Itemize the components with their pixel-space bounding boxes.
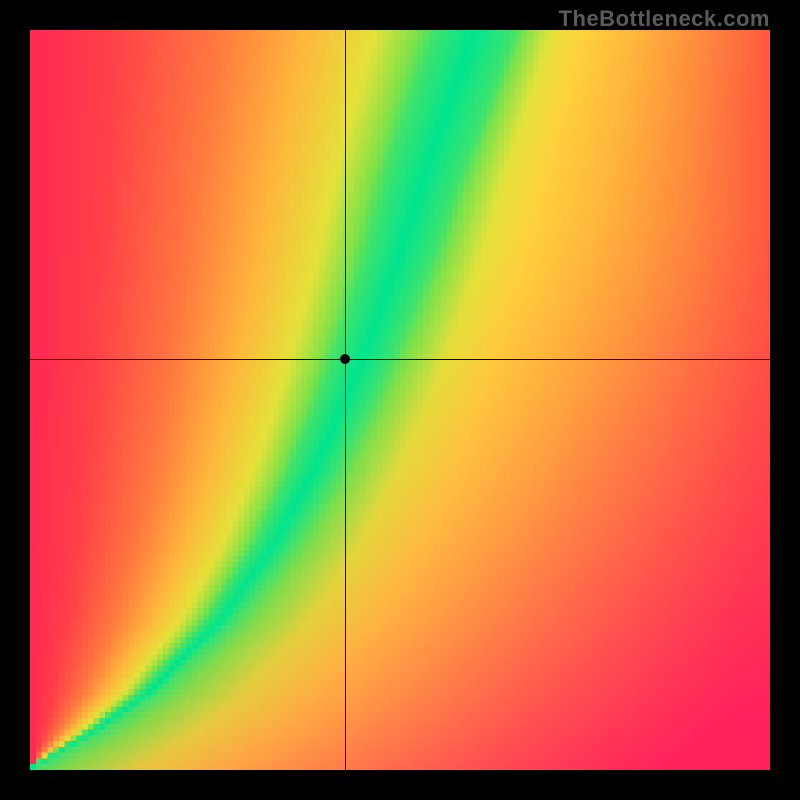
watermark-text: TheBottleneck.com: [559, 6, 770, 32]
chart-frame: TheBottleneck.com: [0, 0, 800, 800]
heatmap-plot: [30, 30, 770, 770]
heatmap-canvas: [30, 30, 770, 770]
